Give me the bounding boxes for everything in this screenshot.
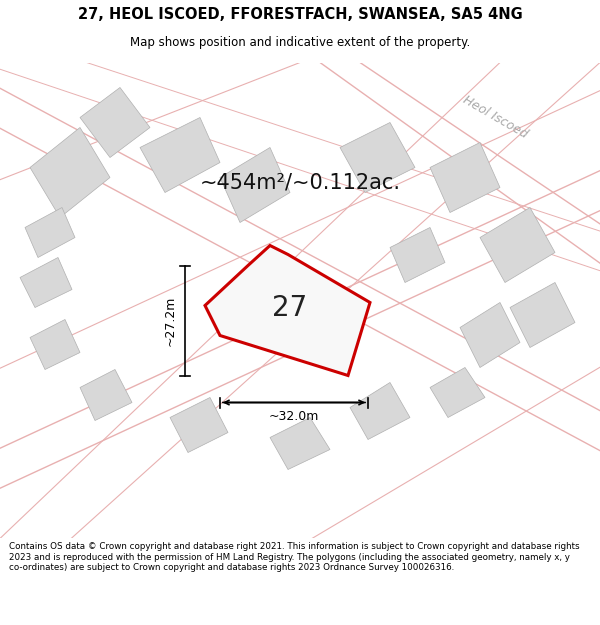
Polygon shape bbox=[220, 148, 290, 222]
Text: Contains OS data © Crown copyright and database right 2021. This information is : Contains OS data © Crown copyright and d… bbox=[9, 542, 580, 572]
Polygon shape bbox=[390, 228, 445, 282]
Text: Heol Iscoed: Heol Iscoed bbox=[460, 94, 530, 141]
Polygon shape bbox=[80, 88, 150, 158]
Text: ~27.2m: ~27.2m bbox=[164, 295, 177, 346]
Polygon shape bbox=[25, 208, 75, 258]
Text: 27: 27 bbox=[272, 294, 308, 321]
Polygon shape bbox=[140, 118, 220, 192]
Polygon shape bbox=[350, 382, 410, 439]
Polygon shape bbox=[340, 122, 415, 192]
Polygon shape bbox=[30, 127, 110, 218]
Polygon shape bbox=[20, 258, 72, 308]
Polygon shape bbox=[480, 208, 555, 282]
Polygon shape bbox=[170, 398, 228, 452]
Polygon shape bbox=[430, 368, 485, 418]
Polygon shape bbox=[30, 319, 80, 369]
Polygon shape bbox=[460, 302, 520, 368]
Text: 27, HEOL ISCOED, FFORESTFACH, SWANSEA, SA5 4NG: 27, HEOL ISCOED, FFORESTFACH, SWANSEA, S… bbox=[77, 6, 523, 21]
Polygon shape bbox=[430, 142, 500, 212]
Polygon shape bbox=[270, 418, 330, 469]
Polygon shape bbox=[510, 282, 575, 348]
Polygon shape bbox=[80, 369, 132, 421]
Text: Map shows position and indicative extent of the property.: Map shows position and indicative extent… bbox=[130, 36, 470, 49]
Polygon shape bbox=[205, 246, 370, 376]
Text: ~32.0m: ~32.0m bbox=[269, 411, 319, 424]
Text: ~454m²/~0.112ac.: ~454m²/~0.112ac. bbox=[199, 173, 401, 192]
